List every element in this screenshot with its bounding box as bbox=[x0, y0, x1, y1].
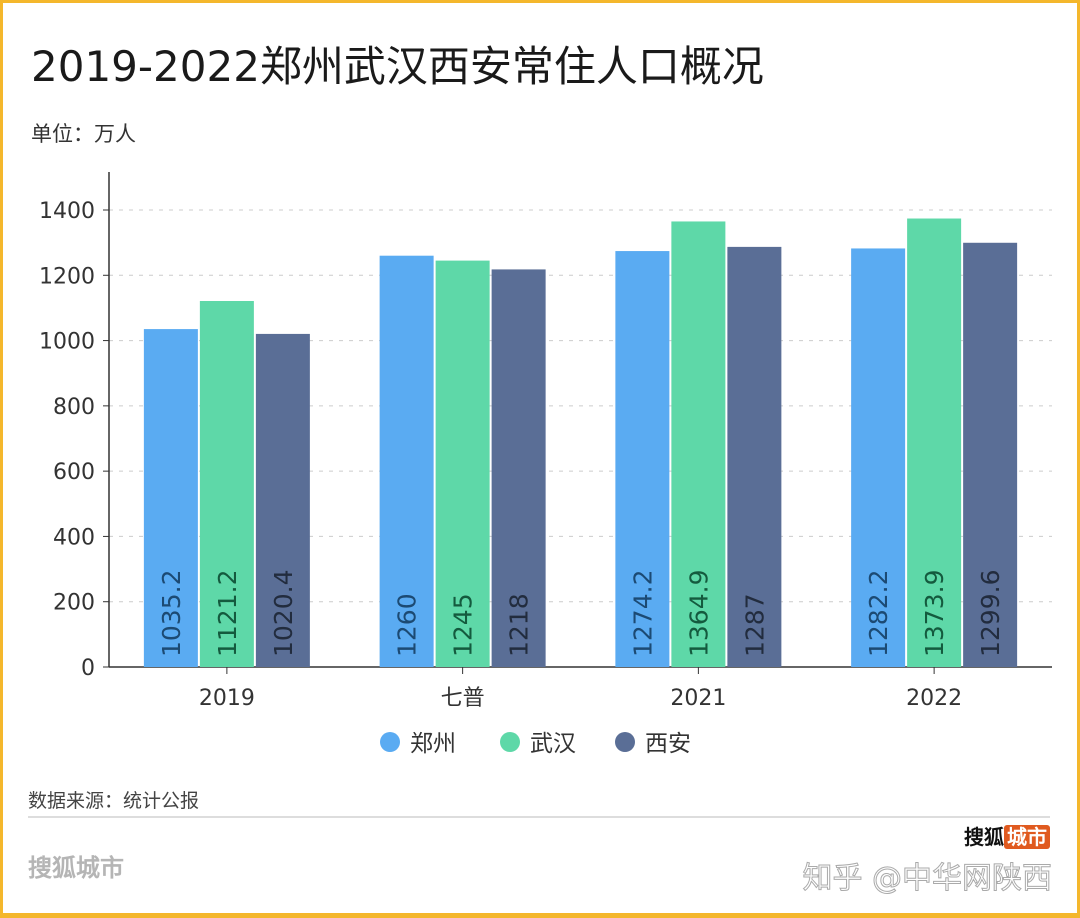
bar-郑州 bbox=[615, 251, 670, 668]
legend-marker bbox=[500, 732, 520, 752]
unit-label: 单位：万人 bbox=[31, 122, 136, 146]
brand-name: 搜狐城市 bbox=[28, 854, 124, 882]
bar-武汉 bbox=[435, 260, 490, 667]
bar-武汉 bbox=[199, 301, 254, 667]
bar-郑州 bbox=[851, 248, 906, 667]
data-label: 1299.6 bbox=[976, 570, 1005, 657]
legend-label: 西安 bbox=[645, 731, 691, 757]
bar-西安 bbox=[491, 269, 546, 667]
data-label: 1282.2 bbox=[864, 570, 893, 657]
data-label: 1274.2 bbox=[628, 570, 657, 657]
y-tick-label: 1200 bbox=[39, 264, 95, 289]
data-label: 1035.2 bbox=[157, 570, 186, 657]
y-tick-label: 800 bbox=[53, 395, 95, 420]
x-tick-label: 2022 bbox=[906, 686, 962, 711]
data-label: 1218 bbox=[505, 593, 534, 657]
y-tick-label: 1000 bbox=[39, 330, 95, 355]
y-tick-label: 200 bbox=[53, 591, 95, 616]
x-tick-label: 七普 bbox=[441, 686, 485, 711]
source-note: 数据来源：统计公报 bbox=[28, 790, 200, 812]
bar-西安 bbox=[727, 246, 782, 668]
bar-武汉 bbox=[671, 221, 726, 667]
bar-西安 bbox=[255, 333, 310, 667]
data-label: 1260 bbox=[393, 593, 422, 657]
bar-西安 bbox=[963, 242, 1018, 667]
data-label: 1364.9 bbox=[684, 570, 713, 657]
bar-武汉 bbox=[907, 218, 962, 668]
x-tick-label: 2021 bbox=[670, 686, 726, 711]
data-label: 1373.9 bbox=[920, 570, 949, 657]
y-tick-label: 400 bbox=[53, 525, 95, 550]
data-label: 1287 bbox=[740, 593, 769, 657]
data-label: 1020.4 bbox=[269, 570, 298, 657]
bar-郑州 bbox=[379, 255, 434, 667]
data-label: 1245 bbox=[449, 593, 478, 657]
legend-marker bbox=[380, 732, 400, 752]
logo-text: 搜狐 bbox=[964, 825, 1004, 849]
watermark: 知乎 @中华网陕西 bbox=[802, 861, 1053, 896]
y-tick-label: 1400 bbox=[39, 199, 95, 224]
y-tick-label: 0 bbox=[81, 656, 95, 681]
chart-title: 2019-2022郑州武汉西安常住人口概况 bbox=[31, 42, 764, 91]
data-label: 1121.2 bbox=[213, 570, 242, 657]
y-tick-label: 600 bbox=[53, 460, 95, 485]
sohu-logo: 搜狐 城市 bbox=[964, 824, 1050, 850]
legend-label: 武汉 bbox=[530, 731, 576, 757]
bar-郑州 bbox=[143, 329, 198, 667]
divider bbox=[28, 816, 1050, 818]
logo-badge: 城市 bbox=[1004, 825, 1050, 849]
x-tick-label: 2019 bbox=[199, 686, 255, 711]
legend-marker bbox=[615, 732, 635, 752]
legend-label: 郑州 bbox=[410, 731, 456, 757]
